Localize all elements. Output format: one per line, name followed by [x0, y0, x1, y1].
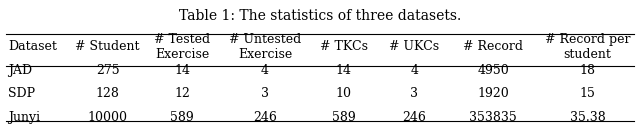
Text: Table 1: The statistics of three datasets.: Table 1: The statistics of three dataset…	[179, 9, 461, 23]
